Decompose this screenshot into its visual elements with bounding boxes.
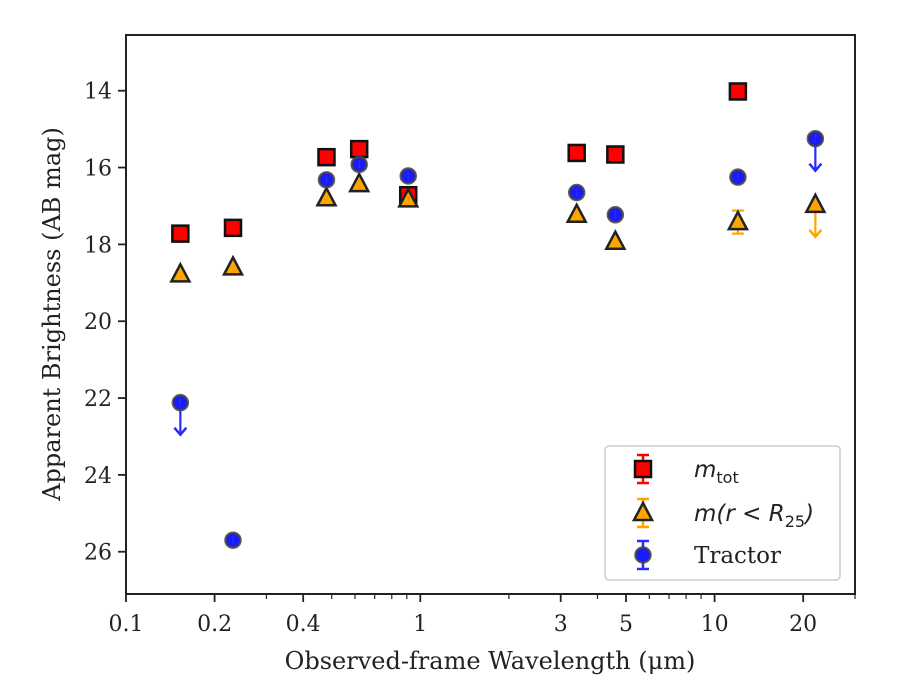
x-axis-title: Observed-frame Wavelength (μm)	[285, 647, 696, 675]
triangle-point	[804, 192, 827, 214]
x-tick-label: 5	[619, 612, 633, 637]
y-axis-title: Apparent Brightness (AB mag)	[38, 127, 66, 502]
triangle-point	[169, 261, 192, 283]
triangle-point	[604, 229, 627, 250]
legend-label-main: m(r < R	[694, 501, 785, 527]
x-tick-label: 0.2	[197, 612, 232, 637]
series-1	[169, 171, 827, 283]
upper-limit-arrow-head	[173, 426, 188, 437]
triangle-point	[726, 209, 749, 231]
y-tick-label: 24	[84, 464, 112, 489]
data-marks	[169, 82, 827, 549]
upper-limit-arrow-head	[808, 228, 823, 239]
legend-marker	[633, 459, 653, 479]
x-tick-label: 3	[554, 612, 568, 637]
x-tick-label: 20	[789, 612, 817, 637]
triangle-point	[221, 254, 245, 276]
y-tick-label: 22	[84, 387, 112, 412]
legend-label-end: )	[803, 501, 814, 527]
series-2	[171, 129, 825, 549]
y-axis: 14 16 18 20 22 24 26	[84, 80, 126, 566]
legend-box	[604, 445, 841, 581]
series-0	[171, 82, 748, 243]
triangle-point	[348, 171, 371, 193]
y-tick-label: 20	[84, 310, 112, 335]
legend-label-subscript: tot	[716, 468, 738, 487]
upper-limit-arrow-head	[808, 162, 823, 173]
y-tick-label: 14	[84, 80, 112, 105]
triangle-point	[315, 185, 338, 207]
legend-label-main: m	[694, 457, 716, 483]
legend-label: Tractor	[694, 543, 781, 569]
legend-label-subscript: 25	[785, 512, 805, 531]
legend-label-main: Tractor	[694, 543, 781, 569]
legend-marker	[631, 500, 655, 522]
y-tick-label: 26	[84, 541, 112, 566]
x-tick-label: 10	[701, 612, 729, 637]
legend-marker	[634, 546, 652, 564]
legend-label: mtot	[694, 457, 739, 487]
legend-label: m(r < R25)	[694, 501, 814, 531]
y-tick-label: 18	[84, 233, 112, 258]
x-tick-label: 0.4	[286, 612, 321, 637]
x-axis: 0.1 0.2 0.4 1 3 5 10 20	[109, 594, 856, 637]
x-tick-label: 1	[413, 612, 427, 637]
y-tick-label: 16	[84, 157, 112, 182]
triangle-point	[397, 186, 420, 208]
triangle-point	[565, 202, 588, 224]
x-tick-label: 0.1	[109, 612, 144, 637]
legend: mtot m(r < R25) Tractor	[604, 445, 841, 581]
